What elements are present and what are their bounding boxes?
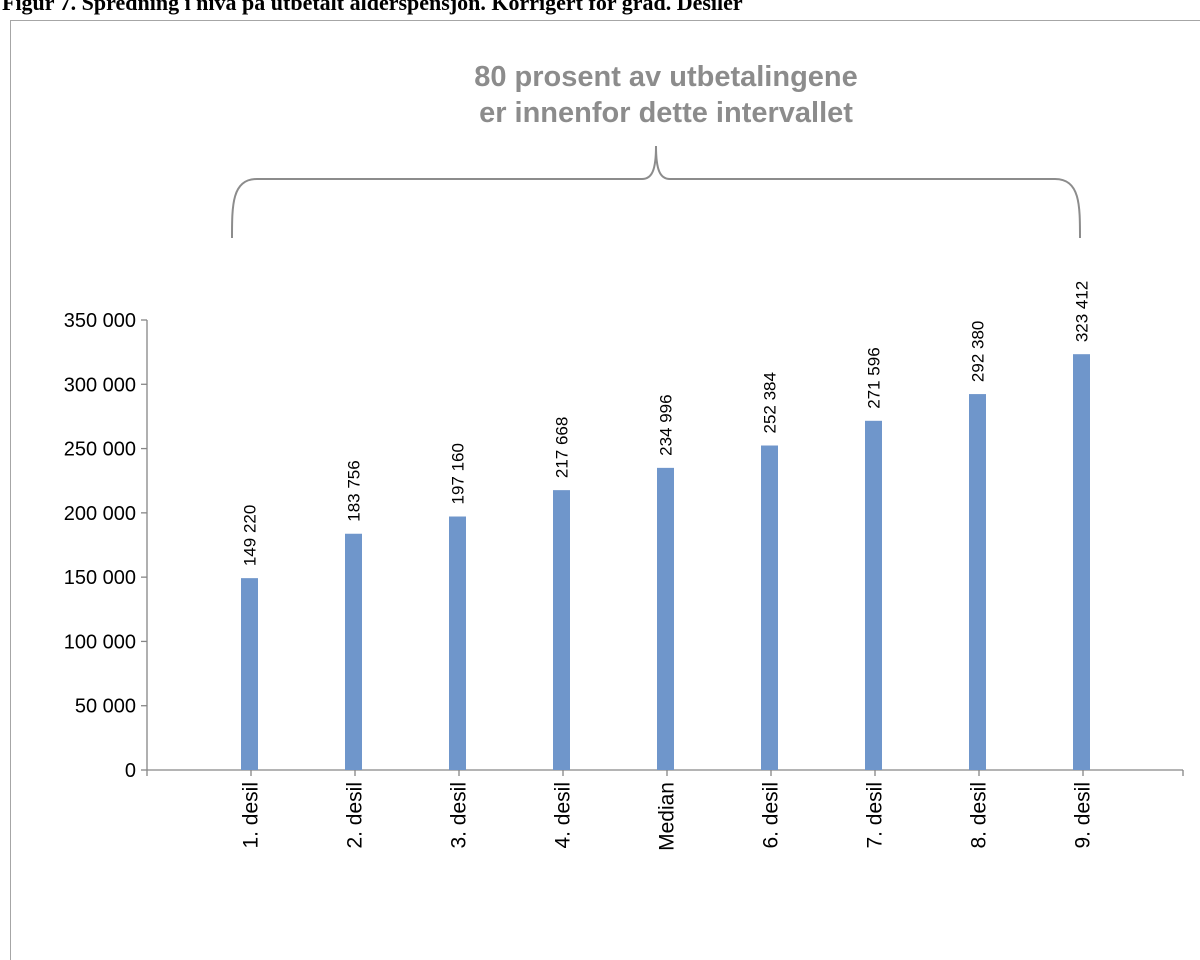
bar bbox=[1073, 354, 1090, 770]
category-label: 3. desil bbox=[448, 782, 471, 849]
data-label: 197 160 bbox=[449, 443, 468, 504]
curly-brace bbox=[231, 145, 1081, 239]
category-label: 6. desil bbox=[760, 782, 783, 849]
data-label: 252 384 bbox=[761, 372, 780, 433]
y-tick-label: 350 000 bbox=[64, 310, 136, 332]
y-tick-label: 100 000 bbox=[64, 631, 136, 653]
x-axis bbox=[146, 769, 1184, 776]
annotation-line-2: er innenfor dette intervallet bbox=[479, 97, 853, 129]
y-tick-label: 300 000 bbox=[64, 374, 136, 396]
bars bbox=[241, 354, 1090, 770]
data-label: 292 380 bbox=[969, 321, 988, 382]
data-label: 149 220 bbox=[241, 505, 260, 566]
data-label: 183 756 bbox=[345, 460, 364, 521]
category-label: 7. desil bbox=[864, 782, 887, 849]
chart-frame bbox=[10, 20, 1200, 960]
category-label: 8. desil bbox=[968, 782, 991, 849]
bar bbox=[865, 420, 882, 770]
bar bbox=[345, 533, 362, 770]
data-labels: 149 220 183 756 197 160 217 668 234 996 252 3… bbox=[241, 281, 1092, 566]
y-tick-label: 50 000 bbox=[75, 696, 136, 718]
category-label: 2. desil bbox=[344, 782, 367, 849]
category-label: Median bbox=[656, 782, 679, 851]
category-label: 9. desil bbox=[1072, 782, 1095, 849]
annotation-line-1: 80 prosent av utbetalingene bbox=[474, 61, 858, 93]
data-label: 217 668 bbox=[553, 417, 572, 478]
bar bbox=[449, 516, 466, 770]
y-axis: 0 50 000 100 000 150 000 200 000 250 000 300 0… bbox=[64, 310, 148, 782]
y-tick-label: 200 000 bbox=[64, 503, 136, 525]
category-label: 1. desil bbox=[240, 782, 263, 849]
bar bbox=[761, 445, 778, 770]
bar bbox=[553, 490, 570, 770]
data-label: 323 412 bbox=[1073, 281, 1092, 342]
figure-title: Figur 7. Spredning i nivå på utbetalt al… bbox=[2, 0, 743, 15]
category-labels: 1. desil 2. desil 3. desil 4. desil Median 6.… bbox=[240, 782, 1095, 851]
data-label: 271 596 bbox=[865, 347, 884, 408]
data-label: 234 996 bbox=[657, 394, 676, 455]
category-label: 4. desil bbox=[552, 782, 575, 849]
bar bbox=[969, 394, 986, 770]
bar bbox=[657, 467, 674, 770]
y-tick-label: 150 000 bbox=[64, 567, 136, 589]
y-tick-label: 250 000 bbox=[64, 439, 136, 461]
bar bbox=[241, 578, 258, 770]
y-tick-label: 0 bbox=[125, 760, 136, 782]
annotation-bracket bbox=[231, 145, 1081, 239]
